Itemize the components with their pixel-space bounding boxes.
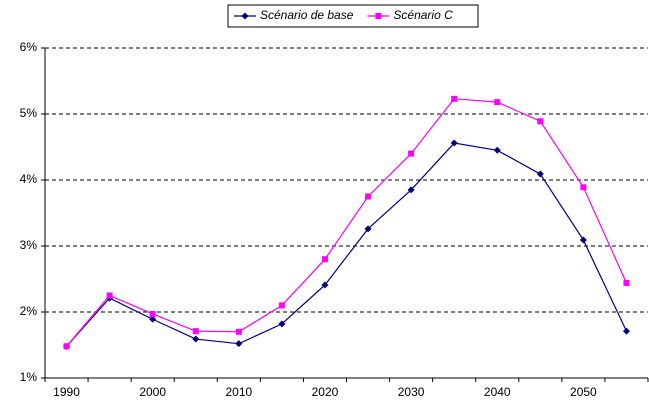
legend-marker <box>375 13 382 19</box>
x-tick-label: 2030 <box>398 385 425 399</box>
point <box>192 335 200 343</box>
point <box>278 302 285 309</box>
point <box>149 315 157 323</box>
series-line <box>66 98 628 347</box>
point <box>451 95 458 102</box>
point <box>149 310 156 317</box>
point <box>365 193 372 200</box>
point <box>537 118 544 125</box>
y-tick-label: 3% <box>20 238 38 252</box>
x-tick-label: 2010 <box>225 385 252 399</box>
x-tick-label: 2000 <box>139 385 166 399</box>
point <box>623 279 630 286</box>
point <box>408 150 415 157</box>
point <box>321 281 329 289</box>
x-tick-label: 2050 <box>570 385 597 399</box>
point <box>106 292 113 299</box>
point <box>278 320 286 328</box>
point <box>493 146 501 154</box>
point <box>321 256 328 263</box>
y-tick-label: 5% <box>20 106 38 120</box>
point <box>536 170 544 178</box>
legend-label: Scénario C <box>393 8 453 22</box>
point <box>192 328 199 335</box>
point <box>63 343 70 350</box>
point <box>450 139 458 147</box>
x-tick-label: 2020 <box>312 385 339 399</box>
point <box>494 99 501 106</box>
point <box>235 328 242 335</box>
point <box>622 327 630 335</box>
y-tick-label: 1% <box>20 370 38 384</box>
y-tick-label: 4% <box>20 172 38 186</box>
y-tick-label: 6% <box>20 40 38 54</box>
x-tick-label: 2040 <box>484 385 511 399</box>
point <box>407 186 415 194</box>
point <box>364 225 372 233</box>
legend-marker <box>241 12 249 20</box>
x-tick-label: 1990 <box>53 385 80 399</box>
series-line <box>66 142 628 347</box>
point <box>580 184 587 191</box>
point <box>235 340 243 348</box>
legend-label: Scénario de base <box>260 8 354 22</box>
point <box>579 236 587 244</box>
legend-box <box>227 4 479 28</box>
y-tick-label: 2% <box>20 304 38 318</box>
